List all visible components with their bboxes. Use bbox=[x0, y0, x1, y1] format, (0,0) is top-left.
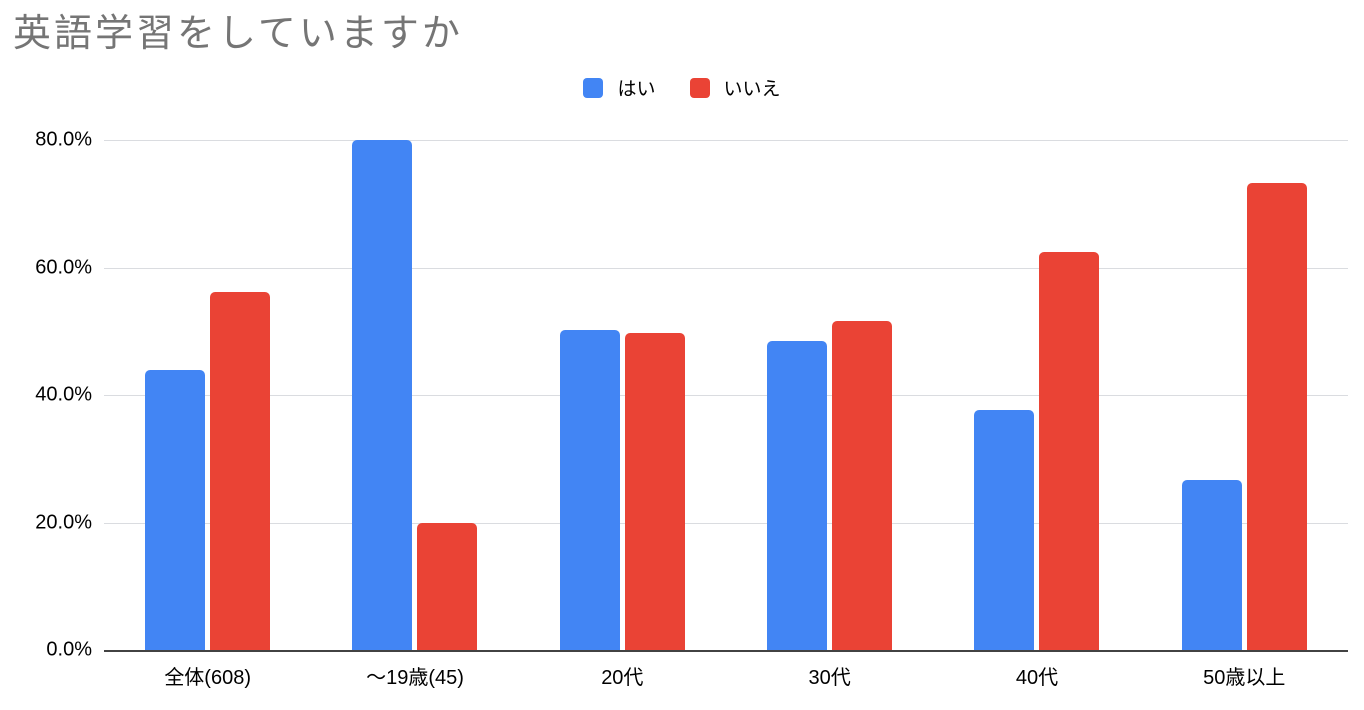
bar-yes-2[interactable] bbox=[559, 329, 620, 650]
bar-yes-3[interactable] bbox=[767, 341, 828, 650]
x-label-zentai: 全体(608) bbox=[164, 667, 252, 689]
x-label-under19: ～19歳(45) bbox=[366, 667, 464, 689]
bar-no-2[interactable] bbox=[624, 332, 685, 650]
x-label-30s: 30代 bbox=[808, 667, 851, 689]
bar-yes-1[interactable] bbox=[352, 140, 413, 650]
legend-item-yes: はい bbox=[583, 74, 656, 101]
gridline-60 bbox=[104, 267, 1348, 269]
bar-no-5[interactable] bbox=[1246, 182, 1307, 650]
legend-item-no: いいえ bbox=[689, 74, 781, 101]
y-tick-20: 20.0% bbox=[35, 511, 92, 533]
x-label-40s: 40代 bbox=[1015, 667, 1059, 689]
bar-no-4[interactable] bbox=[1039, 252, 1100, 650]
y-tick-40: 40.0% bbox=[35, 383, 92, 406]
gridline-80 bbox=[104, 140, 1348, 141]
gridline-20 bbox=[104, 522, 1348, 524]
legend: はい いいえ bbox=[0, 74, 1364, 101]
gridline-40 bbox=[104, 395, 1348, 396]
legend-label-yes: はい bbox=[617, 79, 656, 100]
bar-group-2 bbox=[519, 140, 726, 650]
bar-yes-0[interactable] bbox=[145, 370, 206, 650]
bar-group-5 bbox=[1141, 140, 1348, 650]
y-tick-0: 0.0% bbox=[46, 638, 92, 661]
bar-no-3[interactable] bbox=[832, 321, 893, 650]
y-tick-60: 60.0% bbox=[35, 256, 92, 278]
bar-no-1[interactable] bbox=[417, 522, 478, 650]
legend-label-no: いいえ bbox=[723, 79, 781, 100]
bar-no-0[interactable] bbox=[210, 292, 271, 650]
y-axis: 80.0% 60.0% 40.0% 20.0% 0.0% bbox=[0, 129, 92, 661]
bar-group-4 bbox=[933, 140, 1140, 650]
bar-groups bbox=[104, 140, 1348, 650]
x-label-over50: 50歳以上 bbox=[1203, 667, 1286, 689]
bar-group-3 bbox=[726, 140, 933, 650]
bar-group-0 bbox=[104, 140, 311, 650]
bar-yes-5[interactable] bbox=[1181, 479, 1242, 650]
bar-yes-4[interactable] bbox=[974, 410, 1035, 650]
plot-area bbox=[104, 140, 1348, 652]
chart-title: 英語学習をしていますか bbox=[13, 13, 463, 55]
x-axis: 全体(608) ～19歳(45) 20代 30代 40代 50歳以上 bbox=[104, 661, 1348, 690]
bar-group-1 bbox=[311, 140, 518, 650]
y-tick-80: 80.0% bbox=[35, 128, 92, 151]
legend-swatch-no bbox=[689, 77, 710, 98]
x-label-20s: 20代 bbox=[601, 667, 644, 689]
legend-swatch-yes bbox=[583, 77, 604, 98]
